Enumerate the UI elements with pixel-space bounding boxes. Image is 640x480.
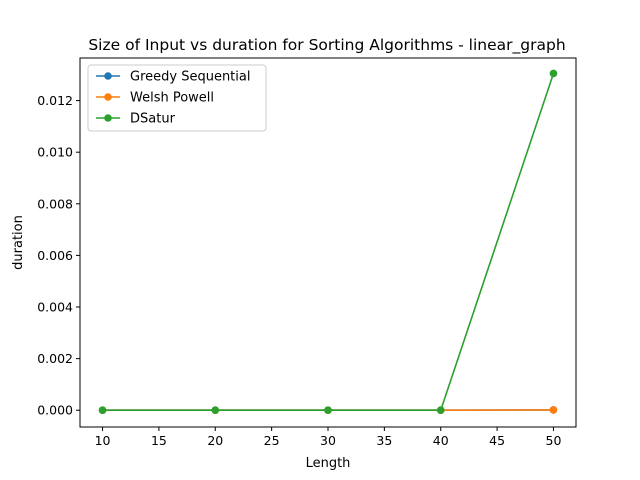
- legend-box: [87, 64, 267, 132]
- legend-label-dsatur: DSatur: [130, 112, 176, 127]
- x-tick-label: 35: [376, 433, 392, 448]
- y-tick-label: 0.000: [37, 403, 73, 418]
- y-tick-label: 0.004: [37, 300, 73, 315]
- y-tick-label: 0.002: [37, 351, 73, 366]
- x-tick-label: 45: [489, 433, 505, 448]
- y-axis-label: duration: [11, 215, 26, 270]
- data-point-dsatur: [211, 406, 220, 415]
- y-tick-label: 0.006: [37, 248, 73, 263]
- data-point-dsatur: [98, 406, 107, 415]
- axis-ticks: 10 15 20 25 30 35 40 45 50 0.000 0.002 0.004 0.006 0.…: [37, 93, 561, 448]
- legend: Greedy Sequential Welsh Powell DSatur: [87, 64, 267, 132]
- x-tick-label: 10: [95, 433, 111, 448]
- legend-label-greedy-sequential: Greedy Sequential: [130, 70, 250, 85]
- legend-swatch-marker-dsatur: [104, 114, 112, 122]
- y-tick-label: 0.008: [37, 196, 73, 211]
- x-tick-label: 40: [433, 433, 449, 448]
- x-axis-label: Length: [306, 456, 351, 471]
- legend-swatch-marker-greedy-sequential: [104, 72, 112, 80]
- x-tick-label: 15: [151, 433, 167, 448]
- y-tick-label: 0.010: [37, 145, 73, 160]
- legend-label-welsh-powell: Welsh Powell: [130, 91, 214, 106]
- data-point-dsatur: [324, 406, 332, 415]
- y-tick-label: 0.012: [37, 93, 73, 108]
- x-tick-label: 50: [546, 433, 562, 448]
- chart-title: Size of Input vs duration for Sorting Al…: [88, 36, 565, 55]
- legend-swatch-marker-welsh-powell: [104, 93, 112, 101]
- x-tick-label: 30: [320, 433, 336, 448]
- x-tick-label: 25: [264, 433, 280, 448]
- data-point-dsatur: [549, 69, 558, 78]
- data-point-welsh-powell: [549, 406, 558, 414]
- series-dsatur: [98, 69, 558, 415]
- data-point-dsatur: [436, 406, 445, 415]
- plot-area-frame: [79, 57, 577, 428]
- series-layer: [98, 69, 558, 415]
- x-tick-label: 20: [207, 433, 223, 448]
